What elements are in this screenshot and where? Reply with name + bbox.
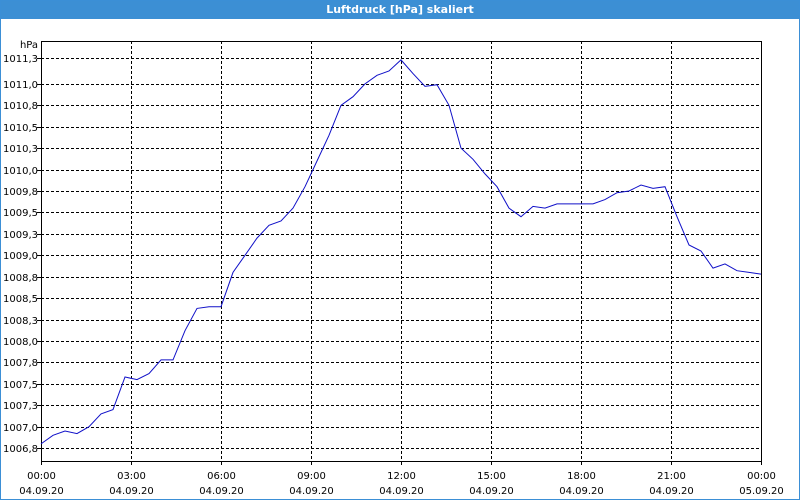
y-tick-label: 1007,8 (3, 358, 38, 369)
x-tick-time: 06:00 (207, 471, 236, 482)
x-tick-time: 21:00 (657, 471, 686, 482)
y-tick-label: 1011,0 (3, 80, 38, 91)
y-tick-label: 1010,3 (3, 144, 38, 155)
x-tick-date: 04.09.20 (19, 486, 64, 497)
x-tick-date: 04.09.20 (469, 486, 514, 497)
x-tick-date: 04.09.20 (199, 486, 244, 497)
y-tick-label: 1009,3 (3, 230, 38, 241)
x-tick-time: 15:00 (477, 471, 506, 482)
y-tick-label: 1010,0 (3, 166, 38, 177)
y-tick-label: 1007,3 (3, 401, 38, 412)
pressure-series-line (40, 59, 762, 445)
y-tick-label: 1008,8 (3, 273, 38, 284)
y-tick-label: 1008,5 (3, 294, 38, 305)
y-axis-unit-label: hPa (20, 40, 38, 51)
plot-frame (41, 41, 762, 462)
y-tick-label: 1009,5 (3, 208, 38, 219)
x-tick-time: 03:00 (117, 471, 146, 482)
x-tick-time: 09:00 (297, 471, 326, 482)
x-tick-date: 04.09.20 (379, 486, 424, 497)
y-tick-label: 1009,0 (3, 251, 38, 262)
x-tick-date: 04.09.20 (289, 486, 334, 497)
y-tick-label: 1007,5 (3, 380, 38, 391)
y-tick-label: 1007,0 (3, 423, 38, 434)
x-tick-date: 04.09.20 (109, 486, 154, 497)
y-tick-label: 1006,8 (3, 444, 38, 455)
x-tick-date: 04.09.20 (559, 486, 604, 497)
y-tick-label: 1009,8 (3, 187, 38, 198)
x-tick-date: 04.09.20 (649, 486, 694, 497)
x-tick-time: 00:00 (747, 471, 776, 482)
y-tick-label: 1008,3 (3, 316, 38, 327)
x-tick-date: 05.09.20 (739, 486, 784, 497)
y-tick-label: 1010,5 (3, 123, 38, 134)
x-tick-time: 12:00 (387, 471, 416, 482)
y-tick-label: 1011,3 (3, 54, 38, 65)
y-tick-label: 1008,0 (3, 337, 38, 348)
x-tick-time: 00:00 (27, 471, 56, 482)
x-tick-time: 18:00 (567, 471, 596, 482)
y-tick-label: 1010,8 (3, 101, 38, 112)
window-title: Luftdruck [hPa] skaliert (1, 1, 799, 19)
